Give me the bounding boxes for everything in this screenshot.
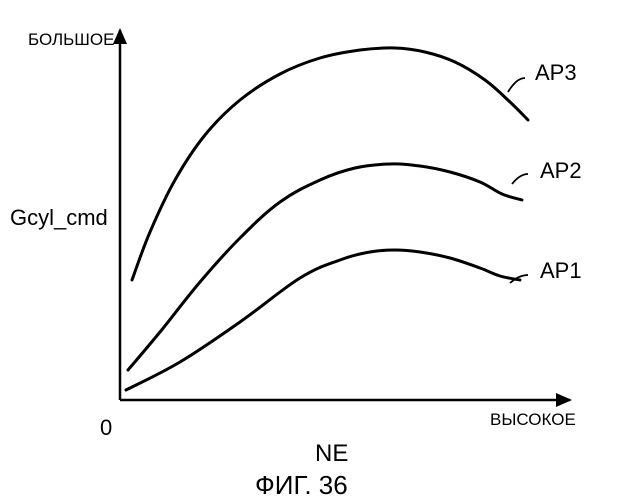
chart-container: БОЛЬШОЕ Gcyl_cmd 0 ВЫСОКОЕ NE ФИГ. 36 AP…: [0, 0, 626, 500]
leader-ap3: [508, 78, 525, 92]
leader-ap2: [512, 174, 528, 184]
x-high-label: ВЫСОКОЕ: [490, 410, 576, 430]
curve-label-ap3: AP3: [535, 60, 577, 86]
curve-ap1: [126, 250, 520, 390]
curve-ap3: [132, 48, 528, 280]
curve-label-ap1: AP1: [540, 258, 582, 284]
y-high-label: БОЛЬШОЕ: [28, 30, 114, 50]
curve-label-ap2: AP2: [540, 158, 582, 184]
figure-caption: ФИГ. 36: [255, 470, 348, 501]
y-axis-title: Gcyl_cmd: [10, 205, 108, 231]
origin-label: 0: [100, 415, 112, 441]
x-axis-title: NE: [315, 440, 348, 468]
